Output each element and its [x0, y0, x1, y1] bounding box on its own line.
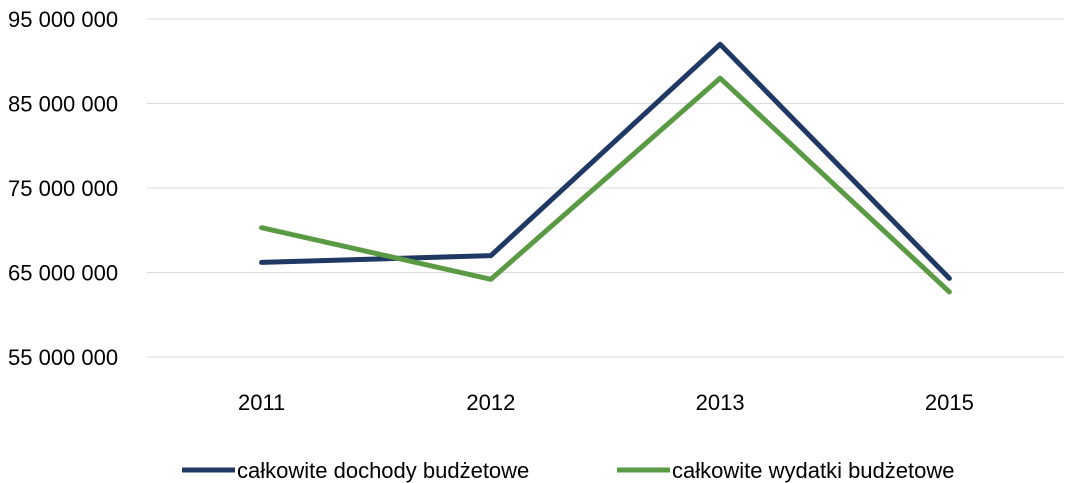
- x-axis: 2011 2012 2013 2015: [238, 390, 974, 415]
- y-tick-label: 55 000 000: [8, 345, 118, 370]
- x-tick-label: 2013: [696, 390, 745, 415]
- y-tick-label: 75 000 000: [8, 176, 118, 201]
- y-tick-label: 85 000 000: [8, 92, 118, 117]
- series-lines: [259, 41, 952, 295]
- x-tick-label: 2015: [925, 390, 974, 415]
- y-tick-label: 95 000 000: [8, 7, 118, 32]
- legend-label: całkowite wydatki budżetowe: [672, 458, 954, 483]
- series-line-2: [259, 75, 952, 295]
- series-line-1: [259, 41, 952, 281]
- x-tick-label: 2011: [238, 390, 285, 415]
- y-axis: 55 000 000 65 000 000 75 000 000 85 000 000…: [8, 7, 118, 370]
- gridlines: [147, 18, 1064, 358]
- legend-label: całkowite dochody budżetowe: [237, 458, 529, 483]
- y-tick-label: 65 000 000: [8, 261, 118, 286]
- legend: całkowite dochody budżetowe całkowite wyd…: [182, 458, 954, 483]
- x-tick-label: 2012: [466, 390, 515, 415]
